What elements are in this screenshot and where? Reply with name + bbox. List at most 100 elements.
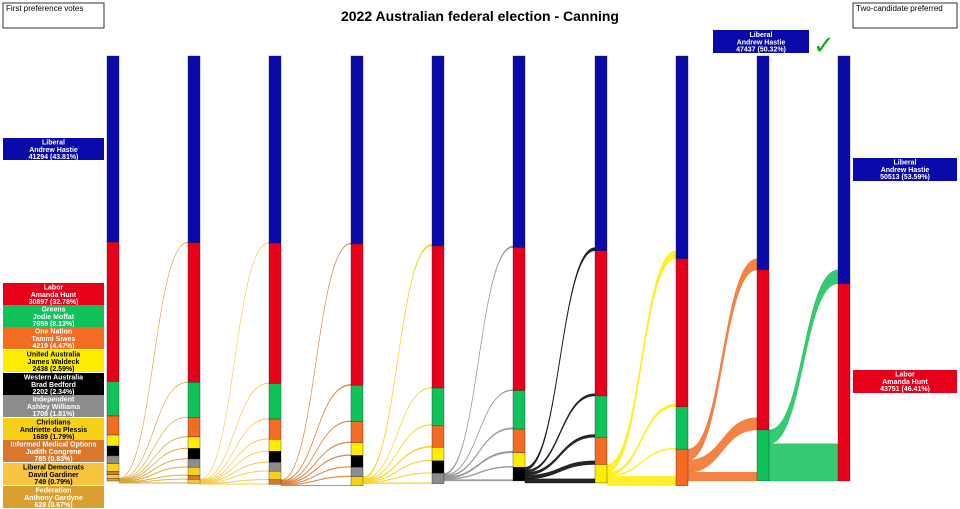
flow-band [768, 269, 839, 444]
candidate-label-box [3, 327, 104, 349]
bar-segment [350, 55, 364, 245]
bar-segment [512, 466, 526, 482]
tcp-label-text: 50513 (53.59%) [880, 174, 930, 181]
candidate-label-text: 749 (0.79%) [34, 479, 72, 486]
bar-segment [187, 382, 201, 418]
flow-band [687, 472, 758, 482]
flow-band [362, 482, 433, 484]
bar-segment [431, 447, 445, 462]
bar-segment [594, 55, 608, 251]
flow-band [606, 476, 677, 486]
bar-segment [106, 381, 120, 417]
flow-band [118, 436, 189, 481]
bar-segment [431, 460, 445, 474]
two-candidate-box [852, 2, 958, 29]
bar-segment [350, 243, 364, 386]
bar-segment [431, 245, 445, 389]
bar-segment [350, 476, 364, 486]
bar-segment [187, 417, 201, 438]
flow-band [443, 479, 514, 482]
first-preference-label: First preference votes [6, 4, 83, 13]
bar-segment [431, 387, 445, 426]
candidate-label-box [3, 283, 104, 305]
bar-segment [268, 243, 282, 384]
leader-label-text: 47437 (50.32%) [736, 47, 786, 54]
bar-segment [187, 242, 201, 383]
bar-segment [268, 462, 282, 472]
bar-segment [106, 55, 120, 243]
leader-label-text: Andrew Hastie [737, 39, 786, 46]
bar-segment [431, 425, 445, 448]
bar-segment [106, 241, 120, 382]
bar-segment [350, 421, 364, 443]
bar-segment [268, 471, 282, 481]
candidate-label-text: 1708 (1.81%) [32, 411, 74, 418]
bar-segment [268, 451, 282, 463]
bar-segment [350, 442, 364, 456]
flow-band [524, 478, 596, 484]
tcp-label-text: Andrew Hastie [881, 167, 930, 174]
flows-layer [118, 241, 839, 486]
candidate-label-text: Western Australia [24, 375, 83, 382]
check-icon: ✓ [813, 31, 835, 61]
candidate-label-text: James Waldeck [28, 359, 80, 366]
candidate-label-text: Andrew Hastie [29, 147, 78, 154]
bar-segment [512, 390, 526, 430]
bar-segment [106, 445, 120, 457]
flow-band [118, 482, 189, 484]
bar-segment [675, 448, 689, 486]
flow-band [362, 387, 433, 480]
candidate-label-text: Amanda Hunt [31, 292, 77, 299]
bar-segment [756, 429, 770, 482]
tcp-label-box [853, 370, 957, 393]
candidate-label-text: 1689 (1.79%) [32, 434, 74, 441]
candidate-label-text: Ashley Williams [27, 404, 80, 411]
flow-band [118, 241, 189, 479]
candidate-label-text: 7659 (8.13%) [32, 321, 74, 328]
bar-segment [512, 428, 526, 453]
bar-segment [512, 247, 526, 391]
candidate-label-text: Greens [41, 307, 65, 314]
bar-segment [106, 471, 120, 475]
candidate-label-text: 41294 (43.81%) [29, 154, 79, 161]
leader-label-text: Liberal [750, 32, 773, 39]
flow-band [362, 243, 433, 479]
bar-segment [106, 477, 120, 482]
flow-band [199, 382, 270, 481]
bars-layer [106, 55, 851, 486]
candidate-label-text: Judith Congrene [26, 449, 82, 456]
flow-band [199, 438, 270, 482]
bar-segment [594, 395, 608, 438]
bar-segment [187, 467, 201, 476]
bar-segment [431, 473, 445, 484]
candidate-label-text: 2202 (2.34%) [32, 389, 74, 396]
flow-band [199, 242, 270, 481]
tcp-label-text: Labor [895, 372, 915, 379]
candidate-label-box [3, 395, 104, 417]
bar-segment [268, 55, 282, 244]
tcp-label-text: Liberal [894, 160, 917, 167]
bar-segment [106, 415, 120, 436]
candidate-label-text: United Australia [27, 352, 81, 359]
bar-segment [837, 55, 851, 284]
bar-segment [594, 464, 608, 484]
chart-title: 2022 Australian federal election - Canni… [341, 8, 619, 24]
bar-segment [594, 250, 608, 397]
candidate-label-box [3, 418, 104, 440]
leader-label-box [713, 30, 809, 53]
candidate-label-text: Anthony Gardyne [24, 495, 83, 502]
candidate-label-box [3, 440, 104, 462]
tcp-label-text: Amanda Hunt [882, 379, 928, 386]
flow-band [280, 242, 352, 481]
candidate-label-text: Andriette du Plessis [20, 427, 87, 434]
bar-segment [187, 458, 201, 468]
candidate-label-text: 4219 (4.47%) [32, 343, 74, 350]
two-candidate-label: Two-candidate preferred [856, 4, 943, 13]
candidate-label-text: 785 (0.83%) [34, 456, 72, 463]
bar-segment [350, 466, 364, 477]
bar-segment [268, 439, 282, 452]
bar-segment [594, 437, 608, 465]
bar-segment [756, 55, 770, 271]
